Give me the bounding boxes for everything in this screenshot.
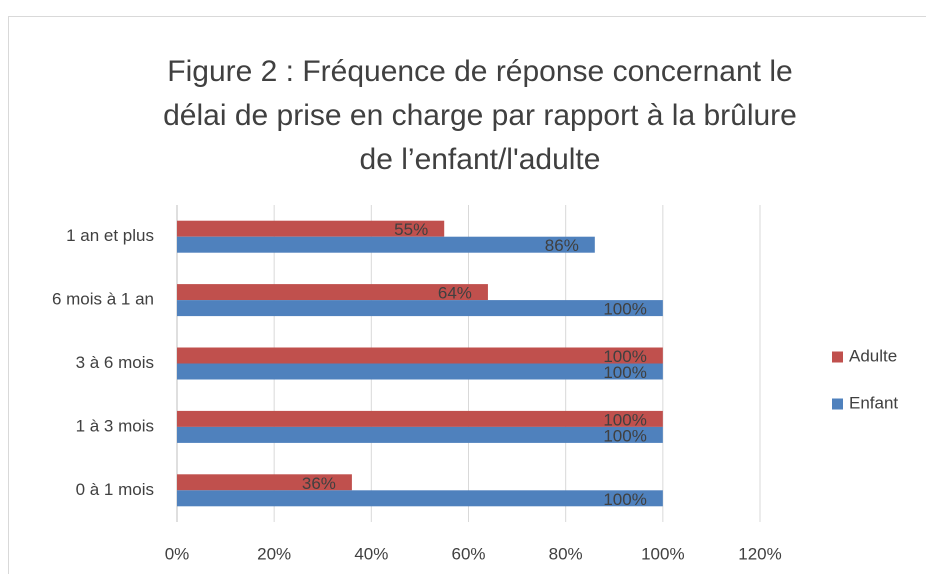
data-label: 100%: [603, 300, 646, 319]
chart-title: Figure 2 : Fréquence de réponse concerna…: [167, 55, 792, 88]
legend-label: Adulte: [849, 346, 897, 365]
bar: [177, 490, 663, 507]
y-tick-label: 0 à 1 mois: [76, 480, 154, 499]
legend-swatch: [832, 351, 843, 363]
x-tick-label: 0%: [165, 544, 190, 563]
y-tick-label: 3 à 6 mois: [76, 353, 154, 372]
bar: [177, 236, 595, 253]
bar: [177, 426, 663, 443]
bar: [177, 363, 663, 380]
bar: [177, 284, 488, 301]
bar: [177, 220, 445, 237]
data-label: 100%: [603, 410, 646, 429]
x-tick-label: 80%: [549, 544, 583, 563]
data-label: 100%: [603, 426, 646, 445]
data-label: 55%: [394, 220, 428, 239]
x-tick-label: 60%: [451, 544, 485, 563]
data-label: 100%: [603, 363, 646, 382]
data-label: 86%: [545, 236, 579, 255]
data-label: 64%: [438, 284, 472, 303]
x-tick-label: 40%: [354, 544, 388, 563]
legend-label: Enfant: [849, 393, 898, 412]
y-tick-label: 1 an et plus: [66, 226, 154, 245]
y-tick-label: 6 mois à 1 an: [52, 290, 154, 309]
bar: [177, 347, 663, 364]
x-tick-label: 120%: [738, 544, 781, 563]
chart-title: de l’enfant/l'adulte: [360, 143, 601, 176]
x-tick-label: 20%: [257, 544, 291, 563]
data-label: 100%: [603, 490, 646, 509]
chart-title: délai de prise en charge par rapport à l…: [163, 99, 797, 132]
bar: [177, 300, 663, 317]
bar: [177, 410, 663, 427]
bar: [177, 474, 352, 491]
data-label: 100%: [603, 347, 646, 366]
y-tick-label: 1 à 3 mois: [76, 416, 154, 435]
legend-swatch: [832, 398, 843, 410]
x-tick-label: 100%: [641, 544, 684, 563]
data-label: 36%: [302, 474, 336, 493]
